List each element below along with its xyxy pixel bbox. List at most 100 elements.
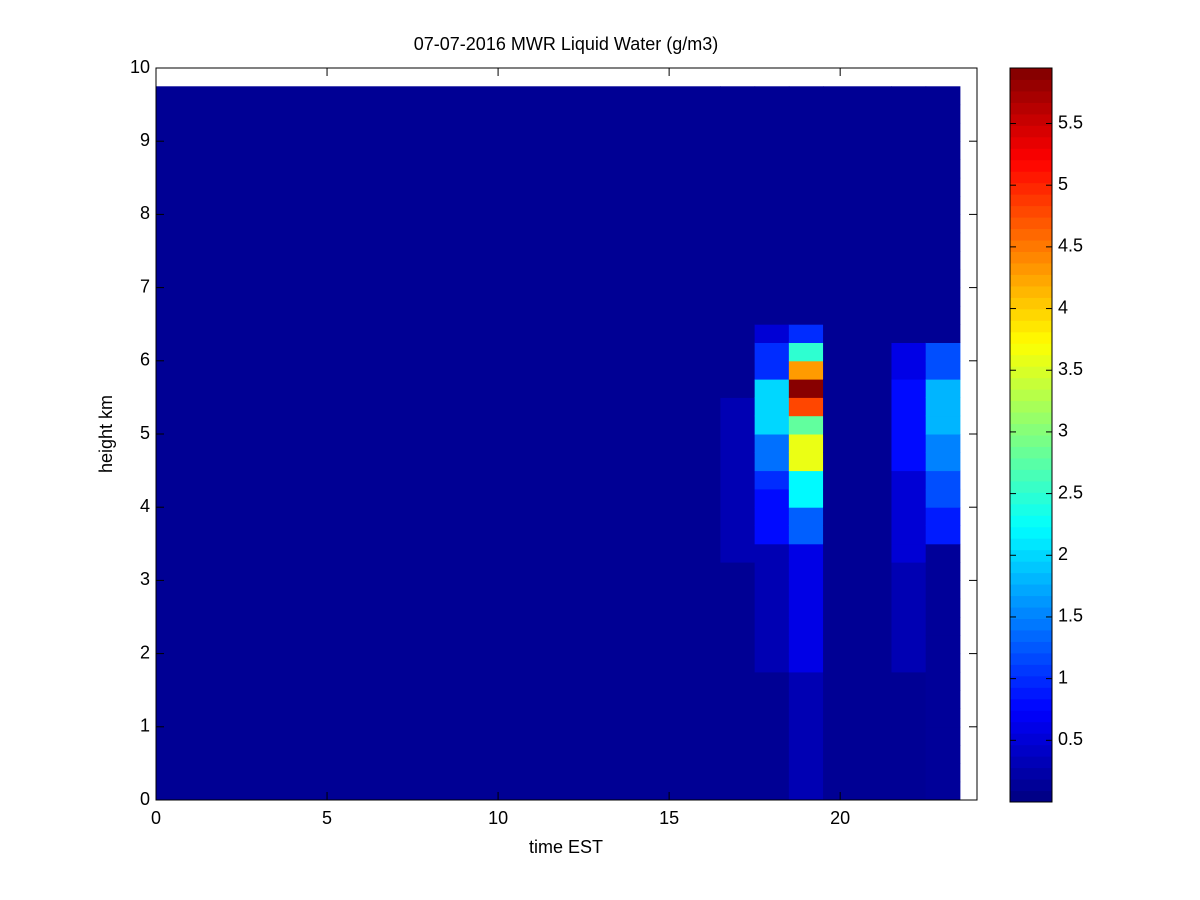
heatmap-cell <box>891 488 927 508</box>
colorbar-segment <box>1010 136 1052 149</box>
heatmap-cell <box>788 251 824 270</box>
heatmap-cell <box>156 86 721 106</box>
heatmap-cell <box>823 104 892 124</box>
heatmap-cell <box>788 214 824 234</box>
heatmap-cell <box>156 653 721 673</box>
colorbar-segment <box>1010 228 1052 241</box>
heatmap-cell <box>891 214 927 234</box>
heatmap-cell <box>720 562 756 581</box>
heatmap-cell <box>925 251 961 270</box>
colorbar-segment <box>1010 343 1052 356</box>
heatmap-cell <box>823 397 892 417</box>
heatmap-cell <box>156 690 721 709</box>
y-tick-label: 0 <box>140 789 150 809</box>
heatmap-cell <box>891 726 927 746</box>
colorbar-segment <box>1010 285 1052 298</box>
heatmap-cell <box>156 305 721 325</box>
y-tick-label: 7 <box>140 276 150 296</box>
colorbar-segment <box>1010 641 1052 654</box>
heatmap-cell <box>720 360 756 380</box>
heatmap-cell <box>925 671 961 691</box>
heatmap-cell <box>788 470 824 490</box>
heatmap-cell <box>754 525 790 545</box>
heatmap-cell <box>720 434 756 453</box>
heatmap-cell <box>891 397 927 417</box>
heatmap-cell <box>823 598 892 618</box>
colorbar-tick-label: 5 <box>1058 174 1068 194</box>
heatmap-cell <box>891 690 927 709</box>
heatmap-cell <box>823 543 892 563</box>
heatmap-cell <box>720 726 756 746</box>
colorbar-segment <box>1010 68 1052 80</box>
heatmap-cell <box>156 415 721 435</box>
heatmap-cell <box>720 196 756 215</box>
heatmap-cell <box>925 708 961 728</box>
colorbar-segment <box>1010 217 1052 230</box>
heatmap-cell <box>754 141 790 160</box>
heatmap-cell <box>720 269 756 289</box>
colorbar-segment <box>1010 354 1052 367</box>
heatmap-cell <box>720 232 756 252</box>
heatmap-cell <box>891 745 927 764</box>
heatmap-cell <box>925 488 961 508</box>
heatmap-cell <box>823 507 892 526</box>
heatmap-cell <box>925 379 961 398</box>
heatmap-cell <box>754 305 790 325</box>
heatmap-cell <box>156 434 721 453</box>
heatmap-cell <box>754 543 790 563</box>
colorbar-segment <box>1010 194 1052 207</box>
heatmap-cell <box>788 690 824 709</box>
heatmap-cell <box>754 342 790 362</box>
colorbar-segment <box>1010 262 1052 275</box>
heatmap-cell <box>891 360 927 380</box>
heatmap-cell <box>788 635 824 655</box>
heatmap-cell <box>925 269 961 289</box>
heatmap-cell <box>788 562 824 581</box>
heatmap-cell <box>720 653 756 673</box>
x-tick-label: 10 <box>488 808 508 828</box>
heatmap-cell <box>823 415 892 435</box>
colorbar-segment <box>1010 480 1052 493</box>
x-axis-label: time EST <box>529 837 603 857</box>
heatmap-cell <box>823 287 892 307</box>
heatmap-cell <box>720 635 756 655</box>
heatmap-cell <box>925 507 961 526</box>
heatmap-cell <box>156 104 721 124</box>
heatmap-cell <box>156 379 721 398</box>
colorbar-segment <box>1010 366 1052 379</box>
heatmap <box>156 68 977 801</box>
heatmap-cell <box>823 708 892 728</box>
heatmap-cell <box>156 342 721 362</box>
heatmap-cell <box>720 763 756 783</box>
heatmap-cell <box>156 251 721 270</box>
heatmap-cell <box>788 543 824 563</box>
heatmap-cell <box>925 598 961 618</box>
heatmap-cell <box>720 598 756 618</box>
heatmap-cell <box>925 543 961 563</box>
heatmap-cell <box>788 287 824 307</box>
heatmap-cell <box>720 379 756 398</box>
heatmap-cell <box>720 342 756 362</box>
colorbar-tick-label: 3.5 <box>1058 359 1083 379</box>
heatmap-cell <box>925 653 961 673</box>
colorbar-segment <box>1010 400 1052 413</box>
heatmap-cell <box>156 617 721 636</box>
heatmap-cell <box>925 86 961 106</box>
heatmap-cell <box>823 159 892 179</box>
heatmap-cell <box>156 598 721 618</box>
heatmap-cell <box>925 434 961 453</box>
heatmap-cell <box>156 324 721 343</box>
heatmap-cell <box>823 196 892 215</box>
heatmap-cell <box>156 196 721 215</box>
heatmap-cell <box>720 543 756 563</box>
heatmap-cell <box>720 671 756 691</box>
colorbar-segment <box>1010 664 1052 677</box>
heatmap-cell <box>891 379 927 398</box>
heatmap-cell <box>823 690 892 709</box>
heatmap-cell <box>788 580 824 600</box>
colorbar-segment <box>1010 79 1052 92</box>
heatmap-cell <box>823 617 892 636</box>
heatmap-cell <box>788 141 824 160</box>
colorbar-segment <box>1010 698 1052 711</box>
